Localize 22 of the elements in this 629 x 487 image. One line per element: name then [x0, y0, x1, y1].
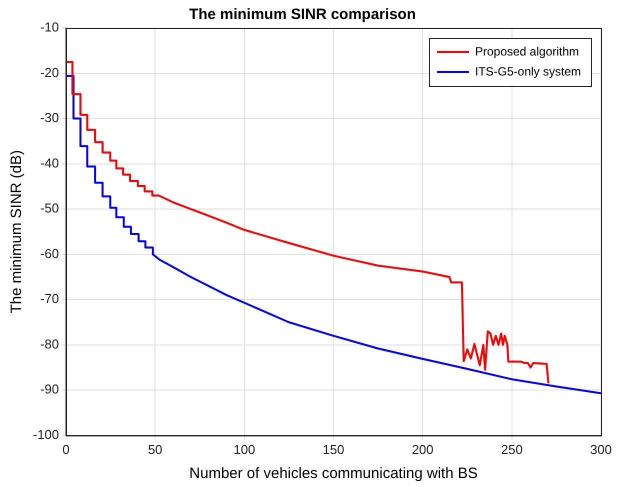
y-tick-label: -10 [40, 20, 60, 35]
x-tick-label: 100 [233, 442, 256, 457]
legend-label: ITS-G5-only system [474, 64, 582, 78]
y-tick-label: -30 [40, 110, 60, 126]
x-tick-label: 300 [590, 442, 612, 457]
y-tick-label: -80 [40, 336, 60, 352]
chart-title: The minimum SINR comparison [189, 6, 416, 24]
x-tick-label: 250 [500, 442, 523, 457]
y-tick-label: -50 [40, 200, 60, 216]
x-tick-label: 150 [322, 442, 344, 457]
y-tick-label: -90 [40, 382, 60, 397]
x-tick-label: 50 [148, 442, 162, 457]
y-tick-label: -20 [40, 64, 60, 80]
y-tick-label: -40 [40, 155, 60, 170]
x-axis-title: Number of vehicles communicating with BS [189, 465, 478, 482]
x-tick-label: 0 [62, 442, 70, 457]
legend-label: Proposed algorithm [474, 44, 580, 58]
x-tick-label: 200 [412, 442, 434, 457]
y-tick-label: -70 [40, 291, 60, 306]
y-tick-label: -100 [32, 426, 60, 442]
y-tick-label: -60 [40, 246, 60, 261]
y-axis-title: The minimum SINR (dB) [8, 150, 26, 314]
